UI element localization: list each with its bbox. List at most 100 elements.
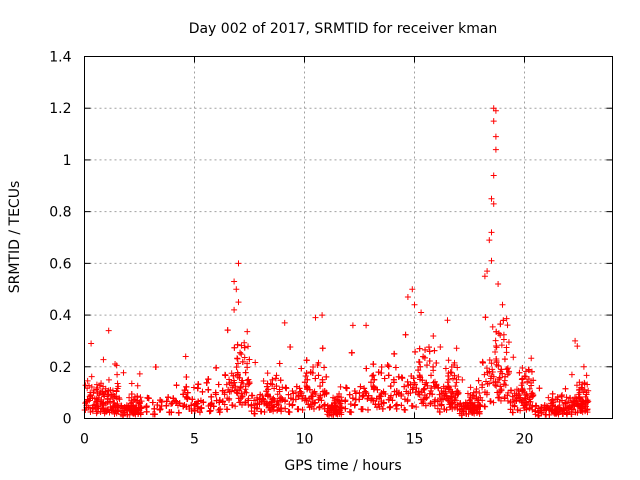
data-point: [190, 384, 197, 391]
data-point: [290, 390, 297, 397]
data-point: [208, 393, 215, 400]
data-point: [264, 380, 271, 387]
data-point: [109, 387, 116, 394]
data-point: [413, 403, 420, 410]
data-point: [501, 356, 508, 363]
data-point: [409, 403, 416, 410]
data-point: [509, 393, 516, 400]
data-point: [581, 403, 588, 410]
data-point: [251, 410, 258, 417]
data-point: [522, 373, 529, 380]
data-point: [191, 406, 198, 413]
data-point: [548, 397, 555, 404]
data-point: [239, 377, 246, 384]
y-tick-label: 0.8: [49, 205, 71, 221]
data-point: [274, 407, 281, 414]
data-point: [295, 393, 302, 400]
data-point: [411, 301, 418, 308]
data-point: [411, 379, 418, 386]
data-point: [498, 342, 505, 349]
data-point: [195, 381, 202, 388]
data-point: [529, 393, 536, 400]
data-point: [408, 372, 415, 379]
data-point: [89, 394, 96, 401]
data-point: [578, 384, 585, 391]
data-point: [346, 391, 353, 398]
data-point: [479, 381, 486, 388]
data-point: [301, 379, 308, 386]
data-point: [490, 172, 497, 179]
data-point: [504, 365, 511, 372]
data-point: [387, 403, 394, 410]
data-point: [273, 372, 280, 379]
data-point: [572, 337, 579, 344]
data-point: [231, 387, 238, 394]
data-point: [244, 328, 251, 335]
data-point: [365, 392, 372, 399]
data-point: [364, 406, 371, 413]
data-point: [273, 383, 280, 390]
data-point: [492, 146, 499, 153]
data-point: [99, 401, 106, 408]
data-point: [449, 400, 456, 407]
data-point: [241, 354, 248, 361]
data-point: [486, 237, 493, 244]
data-point: [475, 377, 482, 384]
data-point: [507, 398, 514, 405]
y-tick-labels: 0 0.2 0.4 0.6 0.8 1 1.2 1.4: [49, 50, 71, 428]
data-point: [490, 200, 497, 207]
data-point: [473, 385, 480, 392]
data-point: [252, 359, 259, 366]
x-tick-labels: 0 5 10 15 20: [80, 432, 533, 448]
data-point: [287, 395, 294, 402]
data-point: [231, 278, 238, 285]
data-point: [317, 392, 324, 399]
data-point: [515, 387, 522, 394]
data-point: [459, 376, 466, 383]
data-point: [418, 309, 425, 316]
data-point: [387, 383, 394, 390]
data-point: [454, 364, 461, 371]
data-point: [315, 396, 322, 403]
data-point: [168, 400, 175, 407]
data-point: [232, 403, 239, 410]
data-point: [415, 367, 422, 374]
data-point: [352, 390, 359, 397]
data-point: [512, 392, 519, 399]
data-point: [317, 383, 324, 390]
data-point: [308, 393, 315, 400]
data-point: [481, 371, 488, 378]
data-point: [401, 383, 408, 390]
data-point: [490, 399, 497, 406]
data-point: [352, 401, 359, 408]
data-point: [479, 359, 486, 366]
data-point: [198, 405, 205, 412]
data-point: [231, 344, 238, 351]
data-point: [242, 383, 249, 390]
data-point: [360, 392, 367, 399]
data-point: [582, 407, 589, 414]
data-point: [530, 377, 537, 384]
data-point: [453, 345, 460, 352]
data-point: [568, 411, 575, 418]
data-point: [452, 397, 459, 404]
data-point: [181, 387, 188, 394]
data-point: [392, 402, 399, 409]
data-point: [261, 398, 268, 405]
data-point: [230, 372, 237, 379]
data-point: [490, 373, 497, 380]
data-point: [505, 370, 512, 377]
data-point: [428, 385, 435, 392]
data-point: [405, 390, 412, 397]
data-point: [224, 327, 231, 334]
data-point: [271, 397, 278, 404]
data-point: [495, 330, 502, 337]
data-point: [319, 376, 326, 383]
data-point: [368, 379, 375, 386]
data-point: [221, 389, 228, 396]
data-point: [337, 383, 344, 390]
data-point: [452, 383, 459, 390]
data-point: [263, 401, 270, 408]
data-point: [562, 399, 569, 406]
data-point: [460, 408, 467, 415]
